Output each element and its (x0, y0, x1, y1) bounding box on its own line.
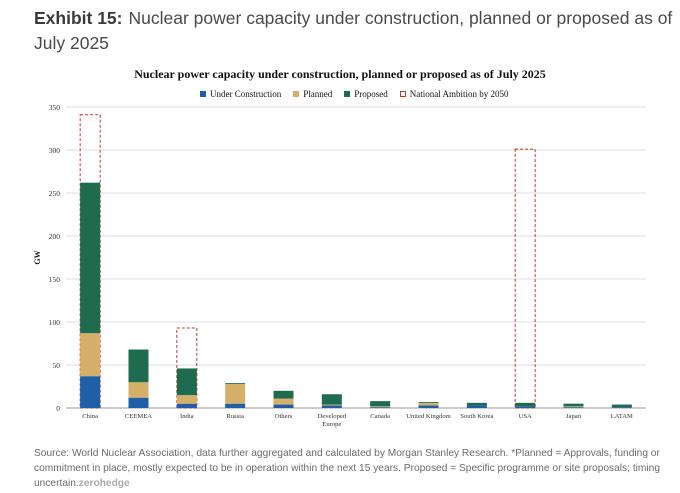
source-text: Source: World Nuclear Association, data … (34, 448, 660, 489)
legend-item-national-ambition: National Ambition by 2050 (399, 89, 509, 99)
y-tick-label-300: 300 (49, 146, 61, 155)
legend-swatch-national-ambition (399, 91, 406, 97)
bar-proposed-china (80, 182, 101, 334)
x-tick-label-canada: Canada (370, 413, 390, 420)
watermark-zerohedge: zerohedge (78, 478, 130, 489)
bar-planned-ceemea (128, 382, 149, 398)
bar-proposed-united-kingdom (418, 401, 439, 403)
bar-under-construction-india (176, 403, 197, 408)
y-tick-label-50: 50 (53, 361, 61, 370)
y-tick-label-100: 100 (49, 318, 61, 327)
y-tick-label-0: 0 (56, 404, 60, 413)
legend-swatch-proposed (344, 91, 351, 97)
bar-proposed-south-korea (466, 402, 487, 406)
bar-under-construction-ceemea (128, 397, 149, 408)
bar-under-construction-japan (563, 407, 584, 408)
x-tick-label-russia: Russia (226, 413, 244, 420)
bar-national-ambition-usa (514, 148, 536, 409)
bar-proposed-developed-europe (321, 394, 342, 405)
bar-under-construction-canada (370, 407, 391, 408)
x-tick-label-south-korea: South Korea (460, 413, 493, 420)
bar-under-construction-russia (225, 403, 246, 408)
y-axis-label: GW (33, 250, 42, 264)
bar-under-construction-usa (515, 406, 536, 408)
chart-title: Nuclear power capacity under constructio… (134, 67, 546, 81)
bar-proposed-russia (225, 383, 246, 384)
exhibit-title: Nuclear power capacity under constructio… (34, 8, 673, 53)
x-tick-label-developed-europe: Developed Europe (318, 413, 347, 428)
exhibit-label: Exhibit 15: (34, 8, 123, 28)
source-note: Source: World Nuclear Association, data … (34, 446, 674, 491)
legend-label-planned: Planned (303, 89, 333, 99)
bar-proposed-canada (370, 401, 391, 407)
bar-proposed-india (176, 368, 197, 396)
legend-swatch-under-construction (200, 91, 206, 97)
bar-under-construction-others (273, 404, 294, 408)
y-tick-label-250: 250 (49, 189, 61, 198)
bar-planned-russia (225, 383, 246, 404)
legend-label-national-ambition: National Ambition by 2050 (409, 89, 509, 99)
bar-proposed-usa (515, 402, 536, 407)
legend-swatch-planned (293, 91, 300, 97)
bar-planned-japan (563, 406, 584, 408)
chart-plot-area: 0 50 100 150 200 250 300 350 GW China CEEMEA India R… (33, 103, 646, 428)
x-tick-label-usa: USA (519, 413, 532, 420)
x-tick-label-latam: LATAM (611, 413, 633, 420)
x-tick-label-china: China (82, 413, 98, 420)
chart-legend: Under Construction Planned Proposed Nati… (200, 88, 521, 100)
bar-national-ambition-india (176, 327, 198, 409)
bar-under-construction-united-kingdom (418, 405, 439, 408)
x-tick-label-india: India (180, 413, 194, 420)
bar-planned-others (273, 398, 294, 405)
bar-under-construction-china (80, 376, 101, 408)
bar-planned-developed-europe (321, 404, 342, 406)
y-tick-label-350: 350 (49, 103, 61, 112)
bar-proposed-others (273, 390, 294, 399)
x-tick-label-ceemea: CEEMEA (125, 413, 152, 420)
bar-planned-canada (370, 406, 391, 408)
x-tick-label-others: Others (275, 413, 293, 420)
x-tick-label-japan: Japan (566, 413, 582, 420)
bar-planned-india (176, 395, 197, 404)
bar-proposed-japan (563, 403, 584, 407)
legend-item-planned: Planned (293, 89, 332, 99)
bar-under-construction-latam (611, 407, 632, 408)
bar-proposed-latam (611, 404, 632, 408)
bar-under-construction-south-korea (466, 405, 487, 408)
bar-planned-united-kingdom (418, 402, 439, 406)
exhibit-heading: Exhibit 15: Nuclear power capacity under … (34, 6, 674, 56)
x-tick-label-united-kingdom: United Kingdom (406, 413, 451, 420)
legend-item-proposed: Proposed (344, 89, 388, 99)
legend-label-under-construction: Under Construction (210, 89, 282, 99)
y-tick-label-200: 200 (49, 232, 61, 241)
bar-under-construction-developed-europe (321, 405, 342, 408)
bar-proposed-ceemea (128, 349, 149, 383)
y-tick-label-150: 150 (49, 275, 61, 284)
legend-item-under-construction: Under Construction (200, 89, 281, 99)
bar-planned-china (80, 333, 101, 377)
legend-label-proposed: Proposed (354, 89, 388, 99)
